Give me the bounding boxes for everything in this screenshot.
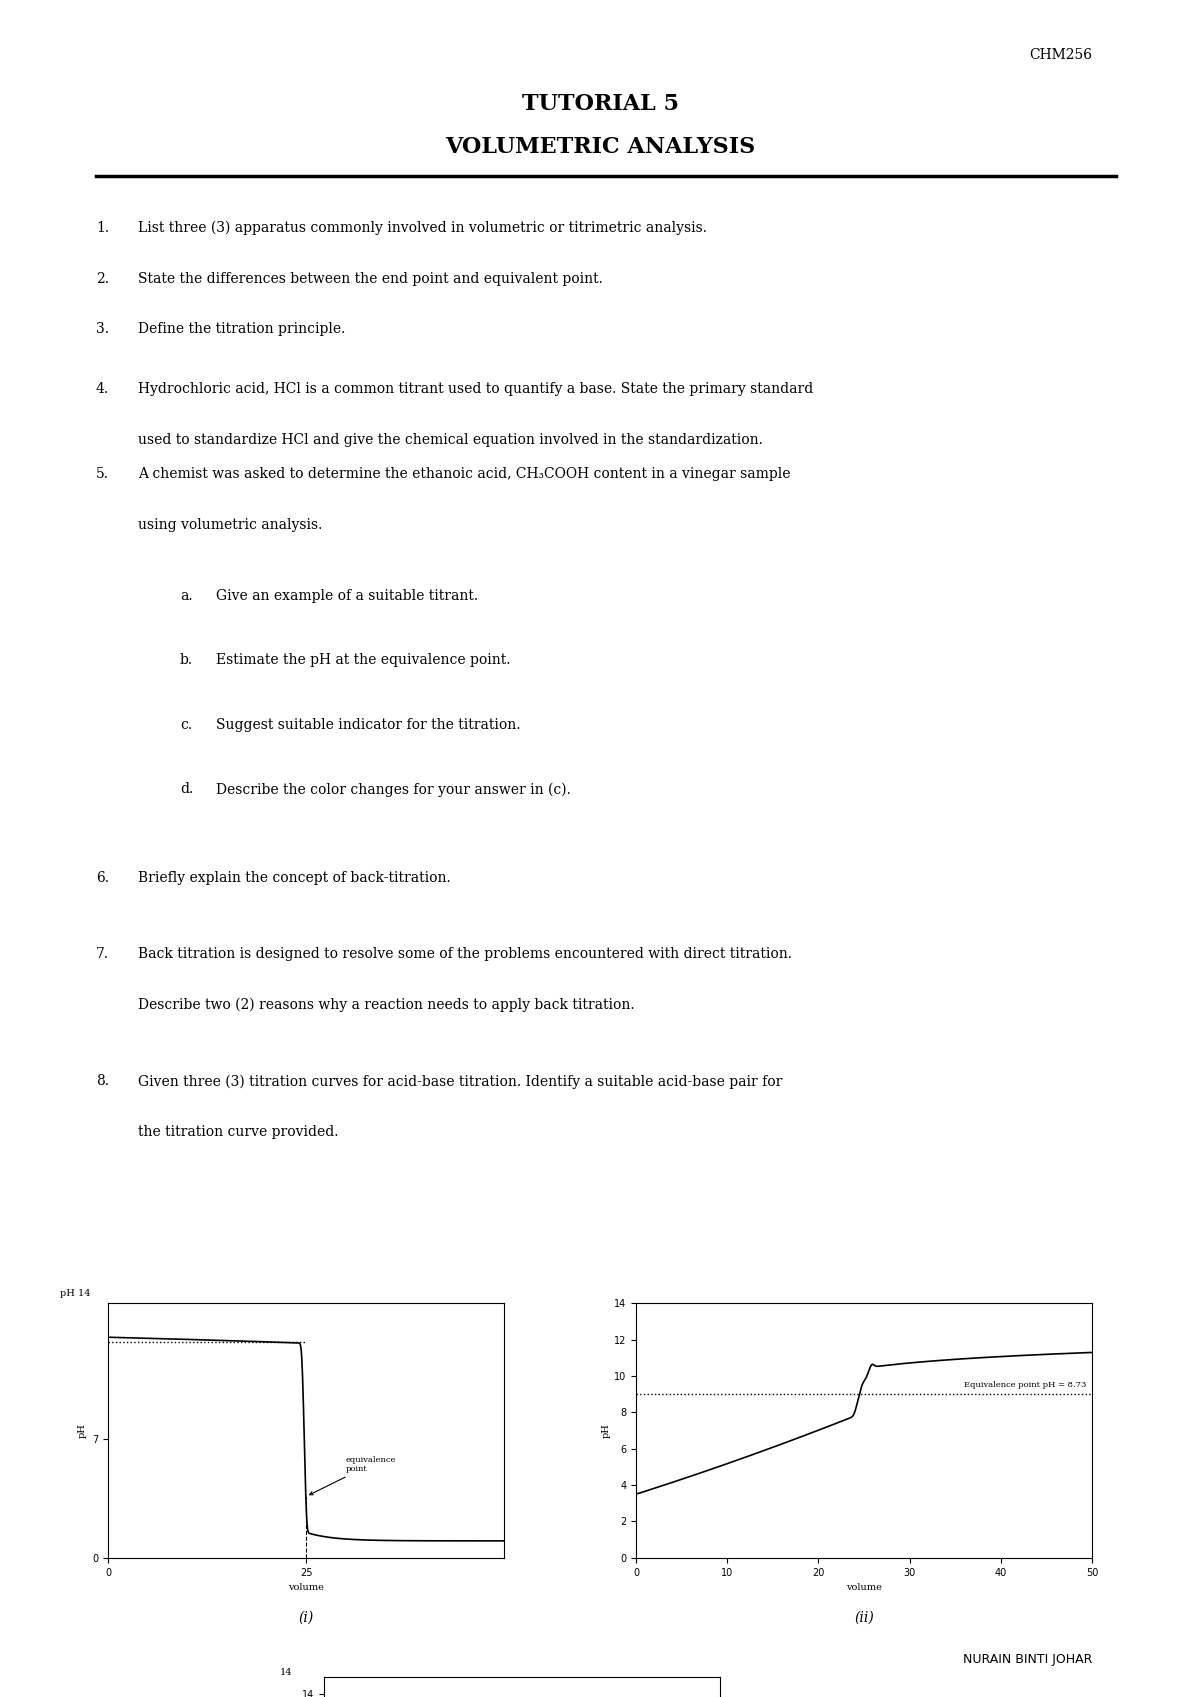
Text: d.: d. <box>180 782 193 796</box>
Text: Suggest suitable indicator for the titration.: Suggest suitable indicator for the titra… <box>216 718 521 731</box>
Text: 1.: 1. <box>96 221 109 234</box>
Text: Describe two (2) reasons why a reaction needs to apply back titration.: Describe two (2) reasons why a reaction … <box>138 998 635 1011</box>
Text: Equivalence point pH = 8.73: Equivalence point pH = 8.73 <box>965 1381 1087 1388</box>
Text: NURAIN BINTI JOHAR: NURAIN BINTI JOHAR <box>962 1653 1092 1666</box>
Text: 5.: 5. <box>96 467 109 480</box>
Text: b.: b. <box>180 653 193 667</box>
Y-axis label: pH: pH <box>602 1424 611 1437</box>
Text: equivalence
point: equivalence point <box>310 1456 396 1495</box>
Text: List three (3) apparatus commonly involved in volumetric or titrimetric analysis: List three (3) apparatus commonly involv… <box>138 221 707 234</box>
Text: the titration curve provided.: the titration curve provided. <box>138 1125 338 1139</box>
Text: used to standardize HCl and give the chemical equation involved in the standardi: used to standardize HCl and give the che… <box>138 433 763 446</box>
Text: VOLUMETRIC ANALYSIS: VOLUMETRIC ANALYSIS <box>445 136 755 158</box>
Text: using volumetric analysis.: using volumetric analysis. <box>138 518 323 531</box>
X-axis label: volume: volume <box>846 1583 882 1592</box>
Text: 4.: 4. <box>96 382 109 395</box>
Text: TUTORIAL 5: TUTORIAL 5 <box>522 93 678 115</box>
Text: 14: 14 <box>280 1668 293 1677</box>
Text: c.: c. <box>180 718 192 731</box>
Text: 6.: 6. <box>96 871 109 884</box>
Text: Give an example of a suitable titrant.: Give an example of a suitable titrant. <box>216 589 478 602</box>
Text: State the differences between the end point and equivalent point.: State the differences between the end po… <box>138 272 602 285</box>
Text: A chemist was asked to determine the ethanoic acid, CH₃COOH content in a vinegar: A chemist was asked to determine the eth… <box>138 467 791 480</box>
Text: (i): (i) <box>299 1610 313 1624</box>
Text: 7.: 7. <box>96 947 109 961</box>
X-axis label: volume: volume <box>288 1583 324 1592</box>
Text: (ii): (ii) <box>854 1610 874 1624</box>
Text: Describe the color changes for your answer in (c).: Describe the color changes for your answ… <box>216 782 571 796</box>
Text: 3.: 3. <box>96 322 109 336</box>
Text: a.: a. <box>180 589 193 602</box>
Y-axis label: pH: pH <box>78 1424 86 1437</box>
Text: Briefly explain the concept of back-titration.: Briefly explain the concept of back-titr… <box>138 871 451 884</box>
Text: Estimate the pH at the equivalence point.: Estimate the pH at the equivalence point… <box>216 653 510 667</box>
Text: Hydrochloric acid, HCl is a common titrant used to quantify a base. State the pr: Hydrochloric acid, HCl is a common titra… <box>138 382 814 395</box>
Text: Given three (3) titration curves for acid-base titration. Identify a suitable ac: Given three (3) titration curves for aci… <box>138 1074 782 1088</box>
Text: Back titration is designed to resolve some of the problems encountered with dire: Back titration is designed to resolve so… <box>138 947 792 961</box>
Text: CHM256: CHM256 <box>1030 48 1092 61</box>
Text: 2.: 2. <box>96 272 109 285</box>
Text: pH 14: pH 14 <box>60 1290 91 1298</box>
Text: 8.: 8. <box>96 1074 109 1088</box>
Text: Define the titration principle.: Define the titration principle. <box>138 322 346 336</box>
